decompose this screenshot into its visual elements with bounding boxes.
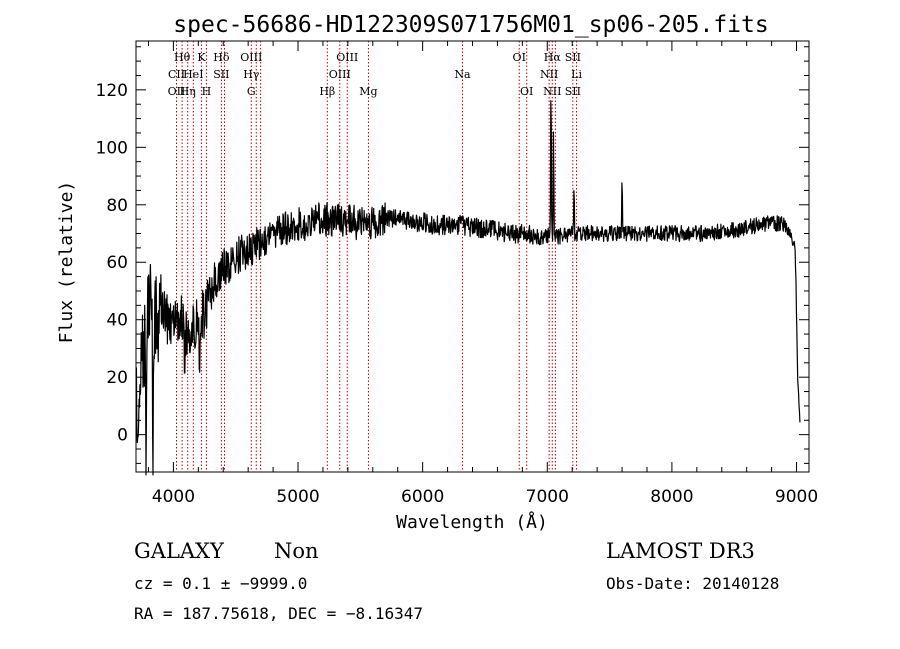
line-label: Hβ	[319, 85, 335, 98]
line-label: OIII	[240, 51, 262, 64]
line-label: H	[202, 85, 212, 98]
y-axis: 0 20 40 60 80 100 120	[96, 46, 809, 464]
line-label: Hγ	[243, 68, 260, 81]
y-tick-label: 20	[106, 368, 128, 388]
y-tick-label: 100	[96, 138, 128, 158]
x-tick-label: 4000	[152, 487, 195, 507]
object-class: GALAXY	[134, 539, 225, 563]
y-tick-label: 0	[117, 426, 128, 446]
x-tick-label: 5000	[276, 487, 319, 507]
survey-name: LAMOST DR3	[606, 539, 755, 563]
x-tick-label: 6000	[401, 487, 444, 507]
line-label: OIII	[336, 51, 358, 64]
y-tick-label: 120	[96, 81, 128, 101]
y-tick-label: 40	[106, 311, 128, 331]
y-tick-label: 80	[106, 196, 128, 216]
line-label: Hδ	[213, 51, 230, 64]
line-labels: CII OII Hθ Hη HeI K H Hδ SII OIII Hγ G Hβ OIII OIII Mg N…	[168, 51, 583, 98]
line-label: SII	[565, 85, 581, 98]
x-tick-label: 7000	[526, 487, 569, 507]
line-label: NII	[540, 68, 558, 81]
line-label: NII	[543, 85, 561, 98]
object-subclass: Non	[274, 539, 319, 563]
obs-date: Obs-Date: 20140128	[606, 574, 779, 593]
line-label: Hα	[544, 51, 562, 64]
line-label: OI	[520, 85, 533, 98]
line-label: K	[197, 51, 206, 64]
y-tick-label: 60	[106, 253, 128, 273]
line-label: OIII	[329, 68, 351, 81]
x-tick-label: 9000	[775, 487, 818, 507]
line-label: SII	[565, 51, 581, 64]
line-label: SII	[213, 68, 229, 81]
line-label: OI	[513, 51, 526, 64]
x-axis-label: Wavelength (Å)	[396, 511, 548, 533]
line-label: HeI	[183, 68, 203, 81]
coordinates-line: RA = 187.75618, DEC = −8.16347	[134, 604, 423, 623]
line-label: OII	[168, 85, 186, 98]
line-label: Li	[571, 68, 582, 81]
line-label: Na	[454, 68, 471, 81]
spectrum-line	[135, 100, 801, 476]
chart-title: spec-56686-HD122309S071756M01_sp06-205.f…	[173, 12, 768, 38]
line-label: Mg	[359, 85, 377, 98]
line-label: Hθ	[174, 51, 191, 64]
redshift-line: cz = 0.1 ± −9999.0	[134, 574, 307, 593]
y-axis-label: Flux (relative)	[56, 181, 77, 344]
x-tick-label: 8000	[650, 487, 693, 507]
line-label: Hη	[180, 85, 196, 98]
line-label: G	[247, 85, 256, 98]
line-label: CII	[168, 68, 185, 81]
x-axis: 4000 5000 6000 7000 8000 9000	[147, 41, 818, 507]
